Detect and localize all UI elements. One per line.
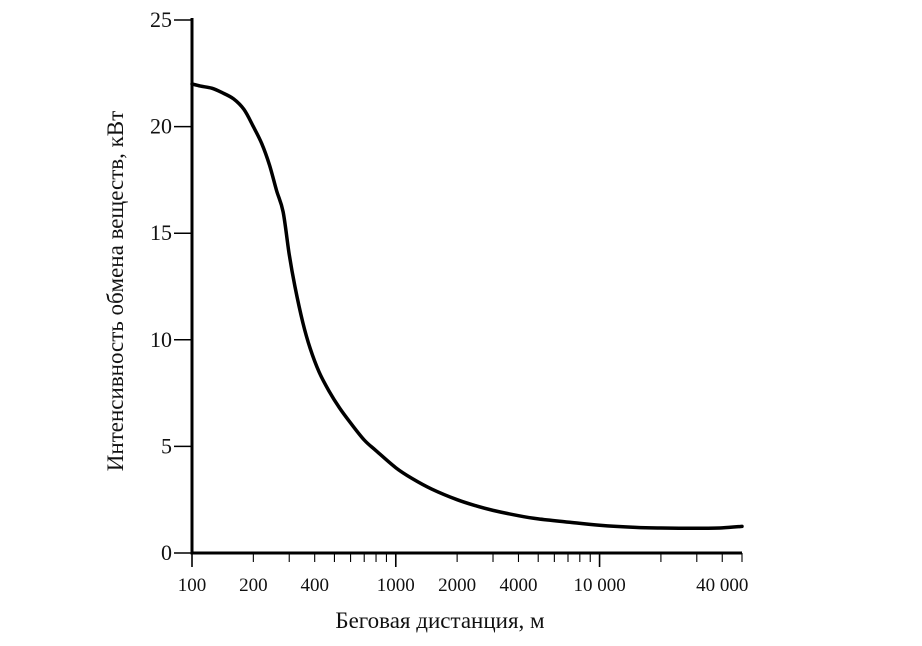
x-ticks: 100 200 400 1000 2000 4000 10 000 40 000 <box>178 553 748 596</box>
axes <box>190 18 742 555</box>
y-tick-label: 10 <box>150 327 172 352</box>
y-axis-title: Интенсивность обмена веществ, кВт <box>103 111 128 471</box>
y-tick-label: 5 <box>161 433 172 458</box>
x-tick-label: 40 000 <box>696 575 748 596</box>
y-tick-label: 20 <box>150 114 172 139</box>
x-tick-label: 2000 <box>438 575 476 596</box>
x-tick-label: 1000 <box>377 575 415 596</box>
x-tick-label: 200 <box>239 575 268 596</box>
x-tick-label: 400 <box>300 575 329 596</box>
series-line-0 <box>190 82 744 531</box>
y-tick-label: 25 <box>150 7 172 32</box>
x-axis-title: Беговая дистанция, м <box>335 608 545 633</box>
y-ticks: 0 5 10 15 20 25 <box>150 7 192 565</box>
x-tick-label: 10 000 <box>573 575 625 596</box>
x-tick-label: 4000 <box>499 575 537 596</box>
y-tick-label: 0 <box>161 540 172 565</box>
plot-lines <box>190 82 744 531</box>
y-tick-label: 15 <box>150 220 172 245</box>
x-tick-label: 100 <box>178 575 207 596</box>
